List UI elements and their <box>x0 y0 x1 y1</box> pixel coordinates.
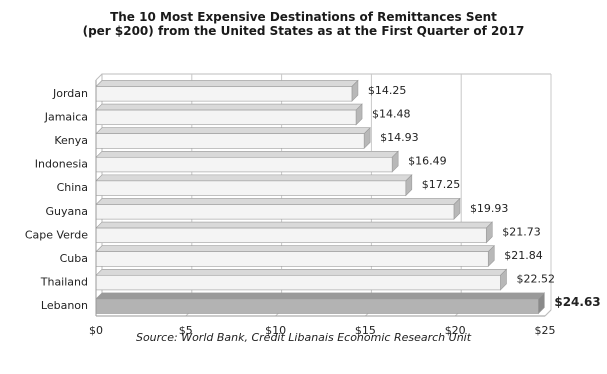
bar-top-face <box>96 246 494 252</box>
bar <box>96 198 460 219</box>
bar <box>96 151 398 172</box>
bar-top-face <box>96 80 358 86</box>
axis-depth-edge <box>96 74 102 80</box>
bar-top-face <box>96 222 492 228</box>
bar-top-face <box>96 128 370 134</box>
bar <box>96 269 506 290</box>
value-label: $14.48 <box>372 107 411 120</box>
bar-front-face <box>96 157 392 172</box>
category-label: Cuba <box>60 252 88 265</box>
bar <box>96 104 362 125</box>
value-label: $16.49 <box>408 155 447 168</box>
value-label: $22.52 <box>516 273 555 286</box>
floor-edge <box>545 310 551 316</box>
bar-top-face <box>96 269 506 275</box>
bar-top-face <box>96 175 412 181</box>
category-label: Lebanon <box>41 299 88 312</box>
bar-top-face <box>96 151 398 157</box>
chart-source-note: Source: World Bank, Credit Libanais Econ… <box>0 331 607 344</box>
value-label: $24.63 <box>554 295 600 309</box>
bar-top-face <box>96 198 460 204</box>
bar <box>96 175 412 196</box>
category-label: Guyana <box>46 205 88 218</box>
bar <box>96 128 370 149</box>
bar-front-face <box>96 134 364 149</box>
bar-top-face <box>96 293 544 299</box>
value-label: $17.25 <box>422 178 461 191</box>
category-label: Cape Verde <box>25 228 88 241</box>
bar-front-face <box>96 275 500 290</box>
category-label: Kenya <box>54 134 88 147</box>
value-label: $21.73 <box>502 225 541 238</box>
value-label: $14.93 <box>380 131 419 144</box>
bar <box>96 293 544 314</box>
value-label: $19.93 <box>470 202 509 215</box>
value-label: $21.84 <box>504 249 543 262</box>
bar-top-face <box>96 104 362 110</box>
bar <box>96 80 358 101</box>
category-label: Thailand <box>40 276 88 289</box>
bar-front-face <box>96 299 538 314</box>
category-label: Indonesia <box>35 158 88 171</box>
category-label: Jordan <box>52 87 88 100</box>
bar-front-face <box>96 181 406 196</box>
bar <box>96 222 492 243</box>
bar-front-face <box>96 252 488 267</box>
bar <box>96 246 494 267</box>
bar-front-face <box>96 228 486 243</box>
bar-front-face <box>96 204 454 219</box>
bar-front-face <box>96 86 352 101</box>
value-label: $14.25 <box>368 84 407 97</box>
bar-front-face <box>96 110 356 125</box>
category-label: Jamaica <box>44 110 88 123</box>
category-label: China <box>57 181 88 194</box>
bars <box>96 80 544 313</box>
